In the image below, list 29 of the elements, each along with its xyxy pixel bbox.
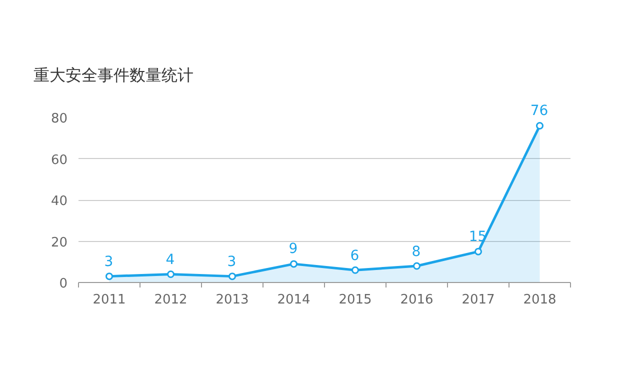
x-tick-label: 2014 bbox=[277, 292, 310, 308]
data-label: 8 bbox=[412, 244, 421, 260]
data-label: 9 bbox=[288, 241, 298, 258]
point bbox=[167, 270, 174, 278]
x-tick-label: 2012 bbox=[154, 292, 188, 308]
data-label: 6 bbox=[350, 248, 360, 264]
data-label: 3 bbox=[104, 254, 114, 270]
y-tick-label: 0 bbox=[59, 276, 68, 292]
x-tick-label: 2018 bbox=[523, 292, 556, 308]
x-tick-label: 2016 bbox=[400, 292, 434, 308]
x-tick-label: 2011 bbox=[92, 292, 126, 308]
point bbox=[106, 272, 113, 280]
point bbox=[228, 272, 236, 280]
y-tick-label: 60 bbox=[50, 152, 68, 168]
point bbox=[413, 262, 420, 270]
point bbox=[290, 260, 298, 268]
y-tick-label: 40 bbox=[50, 194, 68, 209]
point bbox=[536, 122, 544, 130]
data-label: 4 bbox=[166, 252, 175, 268]
x-tick-label: 2013 bbox=[216, 292, 249, 308]
data-label: 76 bbox=[530, 103, 548, 120]
x-tick-label: 2015 bbox=[338, 292, 372, 308]
y-tick-label: 20 bbox=[50, 235, 68, 250]
point bbox=[352, 266, 359, 274]
data-label: 3 bbox=[227, 254, 236, 270]
point bbox=[474, 248, 482, 256]
chart-title: 重大安全事件数量统计 bbox=[34, 66, 194, 84]
y-tick-label: 80 bbox=[50, 112, 68, 126]
x-tick-label: 2017 bbox=[462, 292, 495, 308]
